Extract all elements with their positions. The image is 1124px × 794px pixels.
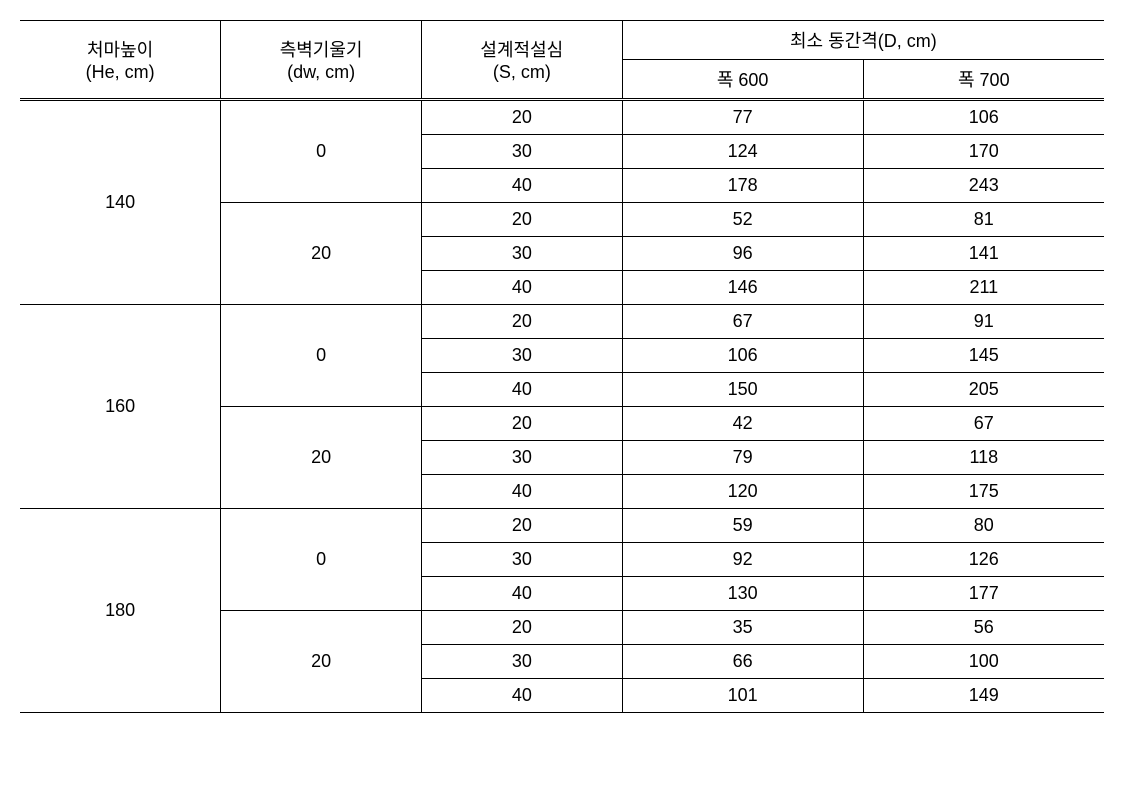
cell-d600: 92 [622,543,863,577]
cell-s: 40 [421,271,622,305]
cell-s: 40 [421,679,622,713]
cell-he: 140 [20,100,221,305]
cell-d700: 56 [863,611,1104,645]
cell-d600: 124 [622,135,863,169]
cell-s: 30 [421,339,622,373]
cell-d700: 80 [863,509,1104,543]
table-row: 14002077106 [20,100,1104,135]
header-he: 처마높이 (He, cm) [20,21,221,99]
cell-d700: 243 [863,169,1104,203]
header-s-line1: 설계적설심 [422,36,622,62]
cell-d700: 170 [863,135,1104,169]
cell-s: 30 [421,135,622,169]
cell-dw: 20 [221,407,422,509]
header-s-line2: (S, cm) [422,62,622,83]
cell-d700: 175 [863,475,1104,509]
header-d-group: 최소 동간격(D, cm) [622,21,1104,60]
header-d600: 폭 600 [622,60,863,99]
header-he-line1: 처마높이 [20,36,220,62]
cell-s: 40 [421,475,622,509]
cell-s: 30 [421,645,622,679]
cell-d600: 146 [622,271,863,305]
cell-d600: 106 [622,339,863,373]
cell-d700: 100 [863,645,1104,679]
cell-d600: 59 [622,509,863,543]
cell-d600: 79 [622,441,863,475]
table-body: 1400207710630124170401782432020528130961… [20,100,1104,713]
cell-d700: 81 [863,203,1104,237]
table-header: 처마높이 (He, cm) 측벽기울기 (dw, cm) 설계적설심 (S, c… [20,21,1104,100]
cell-d600: 35 [622,611,863,645]
cell-d700: 177 [863,577,1104,611]
cell-d700: 149 [863,679,1104,713]
header-dw-line1: 측벽기울기 [221,36,421,62]
header-he-line2: (He, cm) [20,62,220,83]
cell-d700: 67 [863,407,1104,441]
cell-s: 20 [421,305,622,339]
cell-d700: 211 [863,271,1104,305]
cell-d600: 120 [622,475,863,509]
cell-s: 30 [421,543,622,577]
cell-dw: 20 [221,203,422,305]
cell-s: 40 [421,373,622,407]
cell-he: 160 [20,305,221,509]
cell-d600: 178 [622,169,863,203]
cell-d600: 130 [622,577,863,611]
cell-d600: 67 [622,305,863,339]
cell-s: 30 [421,441,622,475]
header-dw-line2: (dw, cm) [221,62,421,83]
cell-d600: 96 [622,237,863,271]
table-row: 1600206791 [20,305,1104,339]
cell-d700: 205 [863,373,1104,407]
cell-d700: 141 [863,237,1104,271]
header-s: 설계적설심 (S, cm) [421,21,622,99]
table-row: 1800205980 [20,509,1104,543]
spacing-table: 처마높이 (He, cm) 측벽기울기 (dw, cm) 설계적설심 (S, c… [20,20,1104,713]
cell-dw: 20 [221,611,422,713]
cell-d600: 66 [622,645,863,679]
cell-d600: 101 [622,679,863,713]
cell-d600: 77 [622,100,863,135]
cell-s: 20 [421,407,622,441]
cell-dw: 0 [221,100,422,203]
cell-d700: 106 [863,100,1104,135]
cell-s: 20 [421,509,622,543]
cell-s: 40 [421,577,622,611]
header-dw: 측벽기울기 (dw, cm) [221,21,422,99]
cell-s: 40 [421,169,622,203]
cell-s: 30 [421,237,622,271]
cell-dw: 0 [221,305,422,407]
cell-d700: 118 [863,441,1104,475]
cell-s: 20 [421,611,622,645]
cell-s: 20 [421,100,622,135]
cell-d600: 150 [622,373,863,407]
header-d700: 폭 700 [863,60,1104,99]
cell-s: 20 [421,203,622,237]
cell-d700: 91 [863,305,1104,339]
cell-d600: 42 [622,407,863,441]
cell-d700: 145 [863,339,1104,373]
cell-d700: 126 [863,543,1104,577]
cell-he: 180 [20,509,221,713]
cell-dw: 0 [221,509,422,611]
cell-d600: 52 [622,203,863,237]
